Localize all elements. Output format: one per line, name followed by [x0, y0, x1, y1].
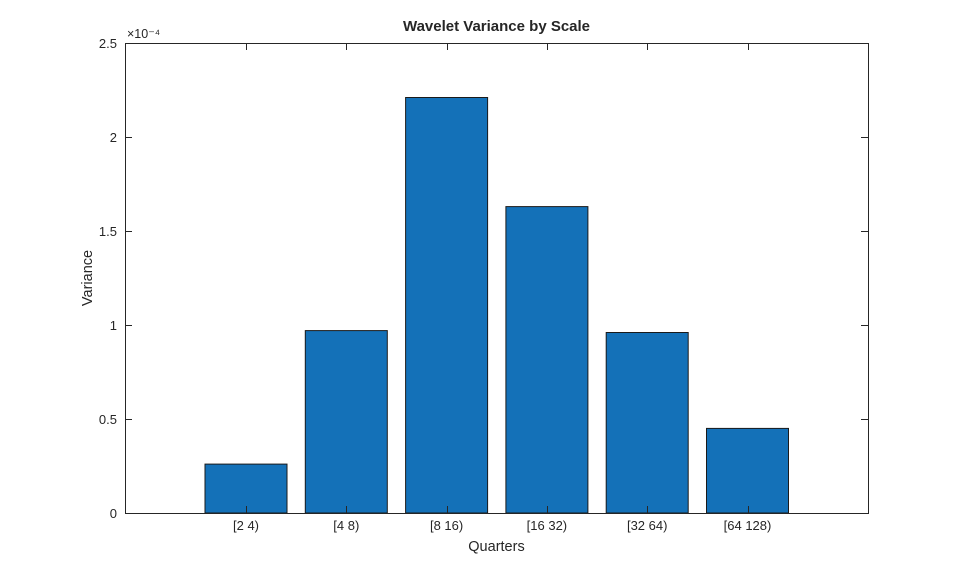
x-tick-label: [64 128) [724, 518, 772, 533]
y-tick-label: 1.5 [99, 224, 117, 239]
tick-labels: [2 4) [4 8) [8 16) [16 32) [32 64) [64 128) 0 0… [99, 36, 771, 533]
axis-ticks [125, 43, 868, 514]
bar-3 [505, 206, 589, 514]
bar-4 [605, 332, 689, 514]
bar-5 [706, 427, 789, 514]
x-tick-label: [4 8) [333, 518, 359, 533]
bar-1 [304, 330, 388, 514]
bars [204, 97, 789, 514]
y-axis-exponent-label: ×10⁻⁴ [127, 27, 160, 41]
x-tick-label: [8 16) [430, 518, 463, 533]
x-tick-label: [2 4) [233, 518, 259, 533]
y-tick-label: 0 [110, 506, 117, 521]
bar-2 [405, 97, 489, 514]
x-tick-label: [16 32) [527, 518, 567, 533]
bar-0 [204, 463, 288, 514]
x-tick-label: [32 64) [627, 518, 667, 533]
chart-title: Wavelet Variance by Scale [403, 18, 590, 35]
y-tick-label: 1 [110, 318, 117, 333]
y-tick-label: 2 [110, 130, 117, 145]
y-axis-label: Variance [80, 250, 96, 306]
plot-area-border [125, 43, 869, 514]
x-axis-label: Quarters [468, 539, 524, 555]
y-tick-label: 0.5 [99, 412, 117, 427]
y-tick-label: 2.5 [99, 36, 117, 51]
